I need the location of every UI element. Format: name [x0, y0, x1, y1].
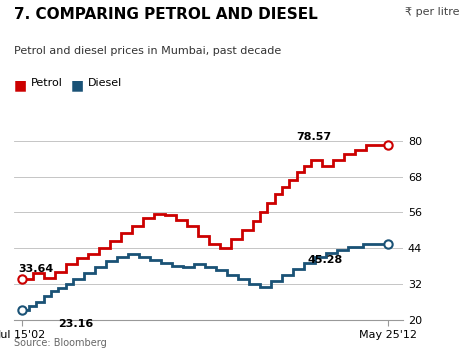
Text: 45.28: 45.28 [308, 255, 343, 264]
Text: ₹ per litre: ₹ per litre [405, 7, 460, 17]
Text: 33.64: 33.64 [18, 264, 53, 274]
Text: Petrol: Petrol [31, 78, 63, 88]
Text: Source: Bloomberg: Source: Bloomberg [14, 338, 107, 348]
Text: 78.57: 78.57 [297, 132, 332, 142]
Text: 23.16: 23.16 [58, 319, 93, 329]
Text: 7. COMPARING PETROL AND DIESEL: 7. COMPARING PETROL AND DIESEL [14, 7, 318, 22]
Text: ■: ■ [14, 78, 27, 92]
Text: Petrol and diesel prices in Mumbai, past decade: Petrol and diesel prices in Mumbai, past… [14, 46, 282, 56]
Text: ■: ■ [71, 78, 84, 92]
Text: Diesel: Diesel [88, 78, 122, 88]
